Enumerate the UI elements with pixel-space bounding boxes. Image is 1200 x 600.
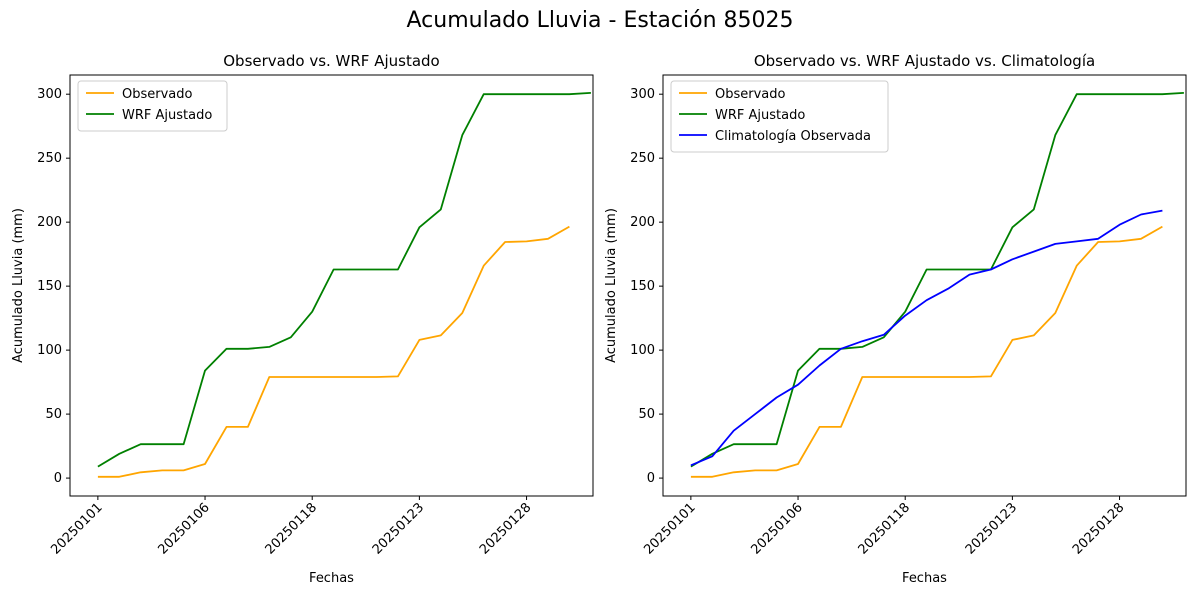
axes-frame [69, 74, 594, 497]
x-tick-label: 20250123 [370, 500, 427, 557]
legend-box [77, 80, 228, 132]
y-tick-label: 300 [37, 87, 62, 102]
y-tick-label: 250 [37, 151, 62, 166]
series-line-wrf-ajustado [97, 92, 591, 468]
y-axis-label: Acumulado Lluvia (mm) [604, 208, 619, 363]
right-chart: Observado vs. WRF Ajustado vs. Climatolo… [604, 52, 1187, 586]
y-tick-label: 150 [630, 279, 655, 294]
legend-label-wrf-ajustado: WRF Ajustado [122, 108, 212, 123]
series-line-observado [97, 225, 570, 478]
figure-title: Acumulado Lluvia - Estación 85025 [406, 8, 794, 33]
x-tick-label: 20250101 [48, 500, 105, 557]
y-tick-label: 200 [630, 215, 655, 230]
y-tick-label: 100 [630, 343, 655, 358]
x-tick-label: 20250118 [263, 500, 320, 557]
x-axis-label: Fechas [309, 571, 354, 586]
y-tick-label: 150 [37, 279, 62, 294]
y-tick-label: 50 [45, 407, 62, 422]
x-tick-label: 20250101 [641, 500, 698, 557]
x-tick-label: 20250106 [155, 500, 212, 557]
y-tick-label: 0 [647, 471, 655, 486]
legend-label-wrf-ajustado: WRF Ajustado [715, 108, 805, 123]
legend-label-observado: Observado [122, 87, 193, 102]
x-tick-label: 20250123 [963, 500, 1020, 557]
x-tick-label: 20250118 [856, 500, 913, 557]
chart-title: Observado vs. WRF Ajustado vs. Climatolo… [754, 52, 1095, 70]
series-line-climatologia-observada [690, 209, 1163, 467]
chart-title: Observado vs. WRF Ajustado [223, 52, 439, 70]
y-axis-label: Acumulado Lluvia (mm) [11, 208, 26, 363]
y-tick-label: 250 [630, 151, 655, 166]
y-tick-label: 0 [54, 471, 62, 486]
y-tick-label: 100 [37, 343, 62, 358]
y-tick-label: 300 [630, 87, 655, 102]
x-tick-label: 20250106 [748, 500, 805, 557]
series-line-wrf-ajustado [690, 92, 1184, 468]
axes-frame [662, 74, 1187, 497]
x-tick-label: 20250128 [477, 500, 534, 557]
series-line-observado [690, 225, 1163, 478]
legend-label-climatologia-observada: Climatología Observada [715, 129, 871, 144]
x-axis-label: Fechas [902, 571, 947, 586]
legend-label-observado: Observado [715, 87, 786, 102]
x-tick-label: 20250128 [1070, 500, 1127, 557]
left-chart: Observado vs. WRF Ajustado 0 50 100 150 200 25… [11, 52, 594, 586]
legend-box [670, 80, 889, 153]
y-tick-label: 50 [638, 407, 655, 422]
y-tick-label: 200 [37, 215, 62, 230]
